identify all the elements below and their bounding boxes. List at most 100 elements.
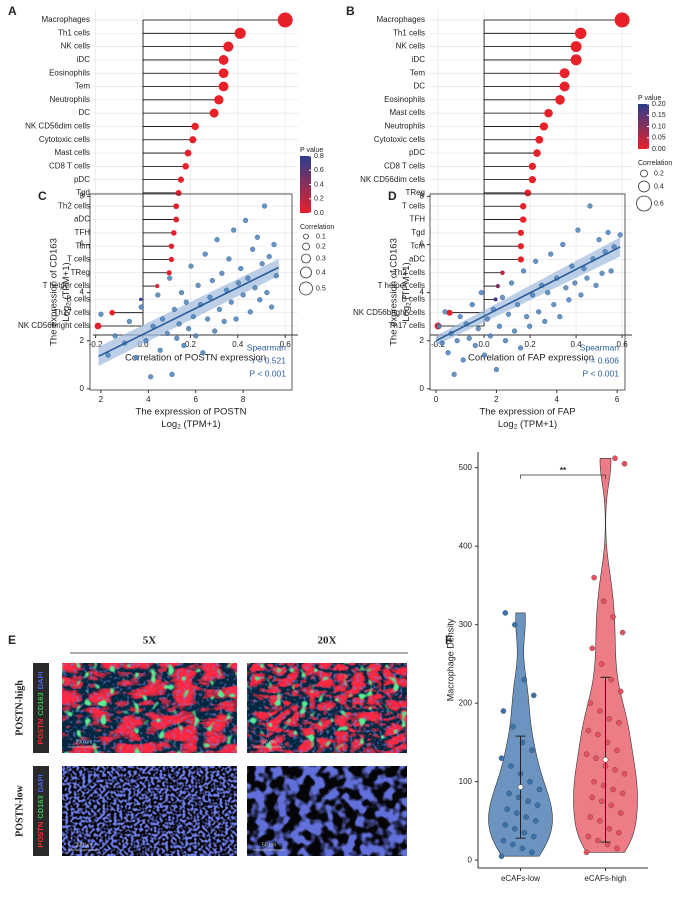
legend-tick-label: 0.6 [314,167,324,174]
dot [177,176,185,183]
point [164,330,170,337]
point [617,232,623,238]
point [531,692,537,699]
point [610,786,616,793]
dot [559,68,570,79]
category-label: CD8 T cells [49,161,90,170]
x-tick-label: -0.2 [431,340,445,349]
point [442,309,448,315]
point [186,326,192,332]
x-tick-label: 6 [194,395,199,404]
color-bar [638,104,649,149]
point [252,285,258,291]
dot [171,230,177,236]
category-label: Tcm [75,241,90,250]
x-axis-label: The expression of POSTN [136,407,247,418]
point [475,326,481,332]
point [183,299,189,305]
point [569,263,575,269]
point [510,723,516,730]
category-label: iDC [412,55,426,64]
legend-title: P value [300,147,323,154]
point [530,292,536,298]
category-label: TFH [409,215,425,224]
point [589,794,595,801]
category-label: TReg [405,188,425,197]
y-tick-label: 2 [80,336,85,345]
point [226,256,232,262]
significance: ** [560,466,567,475]
x-tick-label: 4 [146,395,151,404]
dot [524,189,532,197]
unit-rest: (TPM+1) [61,262,72,302]
category-label: T helper cells [378,281,425,290]
size-key [638,180,650,193]
category-label: NK cells [61,42,90,51]
category-label: Neutrophils [50,95,90,104]
point [608,802,614,808]
point [584,275,590,281]
size-key-label: 0.2 [316,243,326,250]
point [510,841,516,848]
y-tick-label: 2 [420,336,425,345]
point [595,731,601,738]
dot [191,122,199,131]
x-axis-label: Correlation of FAP expression [468,353,594,364]
point [506,790,512,797]
dot [223,41,234,52]
annotation: r = 0.521 [252,355,286,365]
x-tick-label: eCAFs-low [501,874,540,883]
point [245,275,251,281]
category-label: T cells [67,255,90,264]
dot [214,95,224,105]
point [496,323,503,329]
point [514,302,521,308]
dot [535,135,544,144]
category-label: TFH [74,228,90,237]
x-tick-label: 0.4 [571,340,583,349]
point [195,282,201,288]
point [587,814,594,820]
point [527,778,533,785]
point [523,314,530,320]
unit-sub: 2 [405,302,412,306]
point [451,371,457,377]
stain-label: POSTN CD163 DAPI [36,774,45,847]
annotation: Spearman [247,342,286,352]
point [228,299,234,305]
y-tick-label: 200 [459,698,473,707]
point [583,849,590,856]
point [583,751,590,757]
point [617,688,624,695]
point [616,829,622,836]
point [585,833,592,840]
y-tick-label: 6 [80,240,85,249]
legend-tick-label: 0.00 [652,146,666,153]
point [619,629,626,636]
point [257,297,263,303]
point [171,306,178,313]
point [190,314,196,320]
point [621,771,628,777]
violin [488,612,553,857]
point [585,727,592,734]
legend-tick-label: 0.0 [314,210,324,217]
panel-letter: F [445,633,452,647]
panel-letter: E [8,633,16,647]
scale-bar-label: 50 μm [262,842,276,848]
category-label: Tem [75,82,90,91]
category-label: NK CD56bright cells [18,321,90,330]
dot [517,256,524,263]
dot [517,243,524,250]
violin [573,457,638,853]
x-tick-label: eCAFs-high [584,874,626,883]
annotation: Spearman [580,342,619,352]
dot [155,283,160,289]
point [596,237,602,243]
point [219,270,225,276]
dot [559,81,570,92]
point [214,237,220,243]
point [617,810,624,816]
category-label: aDC [409,255,425,264]
x-tick-label: 0.0 [479,340,491,349]
